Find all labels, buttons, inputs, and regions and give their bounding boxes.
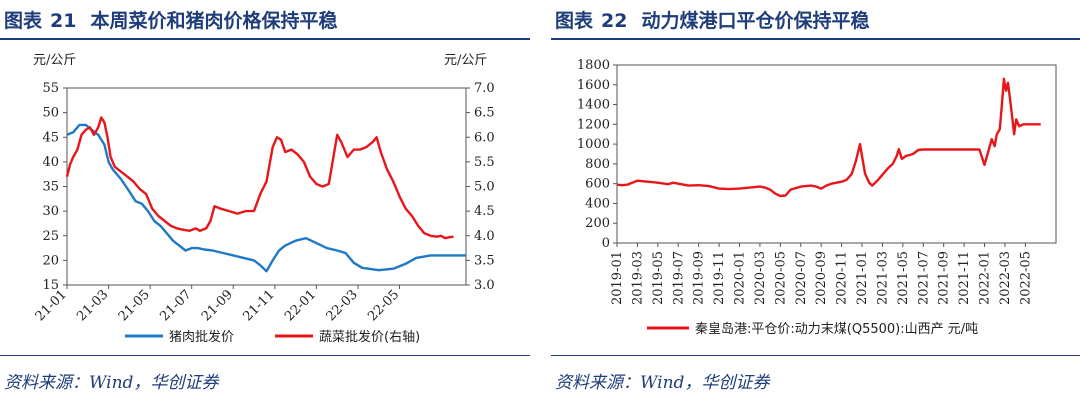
x-tick-label: 21-09: [199, 287, 236, 324]
x-tick-label: 2019-05: [651, 251, 666, 305]
figure-21-source: 资料来源：Wind，华创证券: [4, 373, 219, 393]
y-tick-label: 1200: [577, 117, 610, 132]
x-tick-label: 2022-01: [978, 251, 993, 305]
x-tick-label: 2020-07: [794, 251, 809, 305]
y-tick-label: 400: [585, 196, 610, 211]
x-tick-label: 22-03: [324, 287, 361, 324]
left-y-tick-label: 25: [42, 229, 59, 244]
x-tick-label: 2021-09: [937, 251, 952, 305]
x-tick-label: 21-11: [241, 287, 278, 324]
left-y-tick-label: 45: [42, 130, 59, 145]
x-tick-label: 2021-11: [957, 251, 972, 305]
y-tick-label: 800: [585, 157, 610, 172]
y-tick-label: 200: [585, 216, 610, 231]
left-axis-unit: 元/公斤: [33, 53, 76, 68]
figure-21-title: 图表 21 本周菜价和猪肉价格保持平稳: [4, 6, 337, 33]
right-y-tick-label: 6.5: [474, 106, 495, 121]
vegetable-price-line: [65, 116, 454, 240]
legend-label: 蔬菜批发价(右轴): [319, 329, 420, 345]
right-y-tick-label: 4.0: [474, 229, 495, 244]
figure-21-title-text: 本周菜价和猪肉价格保持平稳: [90, 10, 338, 32]
x-tick-label: 2020-09: [814, 251, 829, 305]
x-tick-label: 21-05: [116, 287, 153, 324]
y-tick-label: 1600: [577, 78, 610, 93]
right-y-tick-label: 5.0: [474, 180, 495, 195]
figure-22-panel: 图表 22 动力煤港口平仓价保持平稳 0 200 400 600 800 1000 1200 14…: [551, 0, 1080, 401]
figure-21-panel: 图表 21 本周菜价和猪肉价格保持平稳 元/公斤 元/公斤 15 20 25 30 35 40 45…: [0, 0, 530, 401]
x-tick-label: 2021-07: [916, 251, 931, 305]
x-tick-label: 2021-01: [855, 251, 870, 305]
legend-label: 猪肉批发价: [169, 329, 234, 345]
coal-price-line: [616, 77, 1041, 198]
figure-22-number: 22: [601, 10, 628, 32]
right-y-tick-label: 3.5: [474, 253, 495, 268]
x-tick-label: 2020-05: [773, 251, 788, 305]
plot-area-frame: [616, 64, 1057, 244]
figure-22-title-text: 动力煤港口平仓价保持平稳: [641, 10, 870, 32]
figure-22-title: 图表 22 动力煤港口平仓价保持平稳: [555, 6, 869, 33]
right-axis-unit: 元/公斤: [444, 53, 487, 68]
y-tick-label: 0: [602, 236, 610, 251]
coal-price-line-chart: 0 200 400 600 800 1000 1200 1400 1600 1800 2019-01…: [577, 58, 1057, 337]
figure-22-title-rule: [551, 38, 1080, 40]
left-y-tick-label: 55: [42, 81, 59, 96]
y-tick-label: 1400: [577, 98, 610, 113]
figure-21-title-rule: [0, 38, 530, 40]
y-tick-label: 1800: [577, 58, 610, 73]
x-tick-label: 2022-03: [998, 251, 1013, 305]
figure-21-number: 21: [50, 10, 77, 32]
y-tick-label: 600: [585, 177, 610, 192]
pork-price-line: [66, 123, 466, 273]
legend-label: 秦皇岛港:平仓价:动力末煤(Q5500):山西产 元/吨: [695, 321, 978, 337]
right-y-tick-label: 7.0: [474, 81, 495, 96]
x-tick-label: 2022-05: [1018, 251, 1033, 305]
x-tick-label: 2021-03: [875, 251, 890, 305]
x-tick-label: 2020-03: [753, 251, 768, 305]
left-y-tick-label: 15: [42, 278, 59, 293]
figure-22-label: 图表: [555, 10, 594, 32]
x-tick-label: 2020-11: [835, 251, 850, 305]
price-line-chart: 元/公斤 元/公斤 15 20 25 30 35 40 45 50 55 3.0 3.5 4.0 4.5 5.…: [33, 53, 495, 345]
x-tick-label: 21-07: [157, 287, 194, 324]
figure-21-label: 图表: [4, 10, 43, 32]
x-tick-label: 21-03: [74, 287, 111, 324]
x-tick-label: 2019-07: [671, 251, 686, 305]
x-tick-label: 2019-03: [630, 251, 645, 305]
figure-22-source-rule: [551, 355, 1080, 356]
left-y-tick-label: 30: [42, 204, 59, 219]
left-y-tick-label: 40: [42, 155, 59, 170]
left-y-tick-label: 35: [42, 180, 59, 195]
left-y-tick-label: 50: [42, 106, 59, 121]
x-tick-label: 2019-01: [610, 251, 625, 305]
y-tick-label: 1000: [577, 137, 610, 152]
x-tick-label: 22-05: [365, 287, 402, 324]
x-tick-label: 2019-09: [692, 251, 707, 305]
x-tick-label: 2021-05: [896, 251, 911, 305]
right-y-tick-label: 4.5: [474, 204, 495, 219]
figure-21-source-rule: [0, 355, 530, 356]
right-y-tick-label: 6.0: [474, 130, 495, 145]
left-y-tick-label: 20: [42, 253, 59, 268]
x-tick-label: 2019-11: [712, 251, 727, 305]
right-y-tick-label: 3.0: [474, 278, 495, 293]
x-tick-label: 22-01: [282, 287, 319, 324]
figure-22-source: 资料来源：Wind，华创证券: [555, 373, 770, 393]
right-y-tick-label: 5.5: [474, 155, 495, 170]
x-tick-label: 2020-01: [733, 251, 748, 305]
